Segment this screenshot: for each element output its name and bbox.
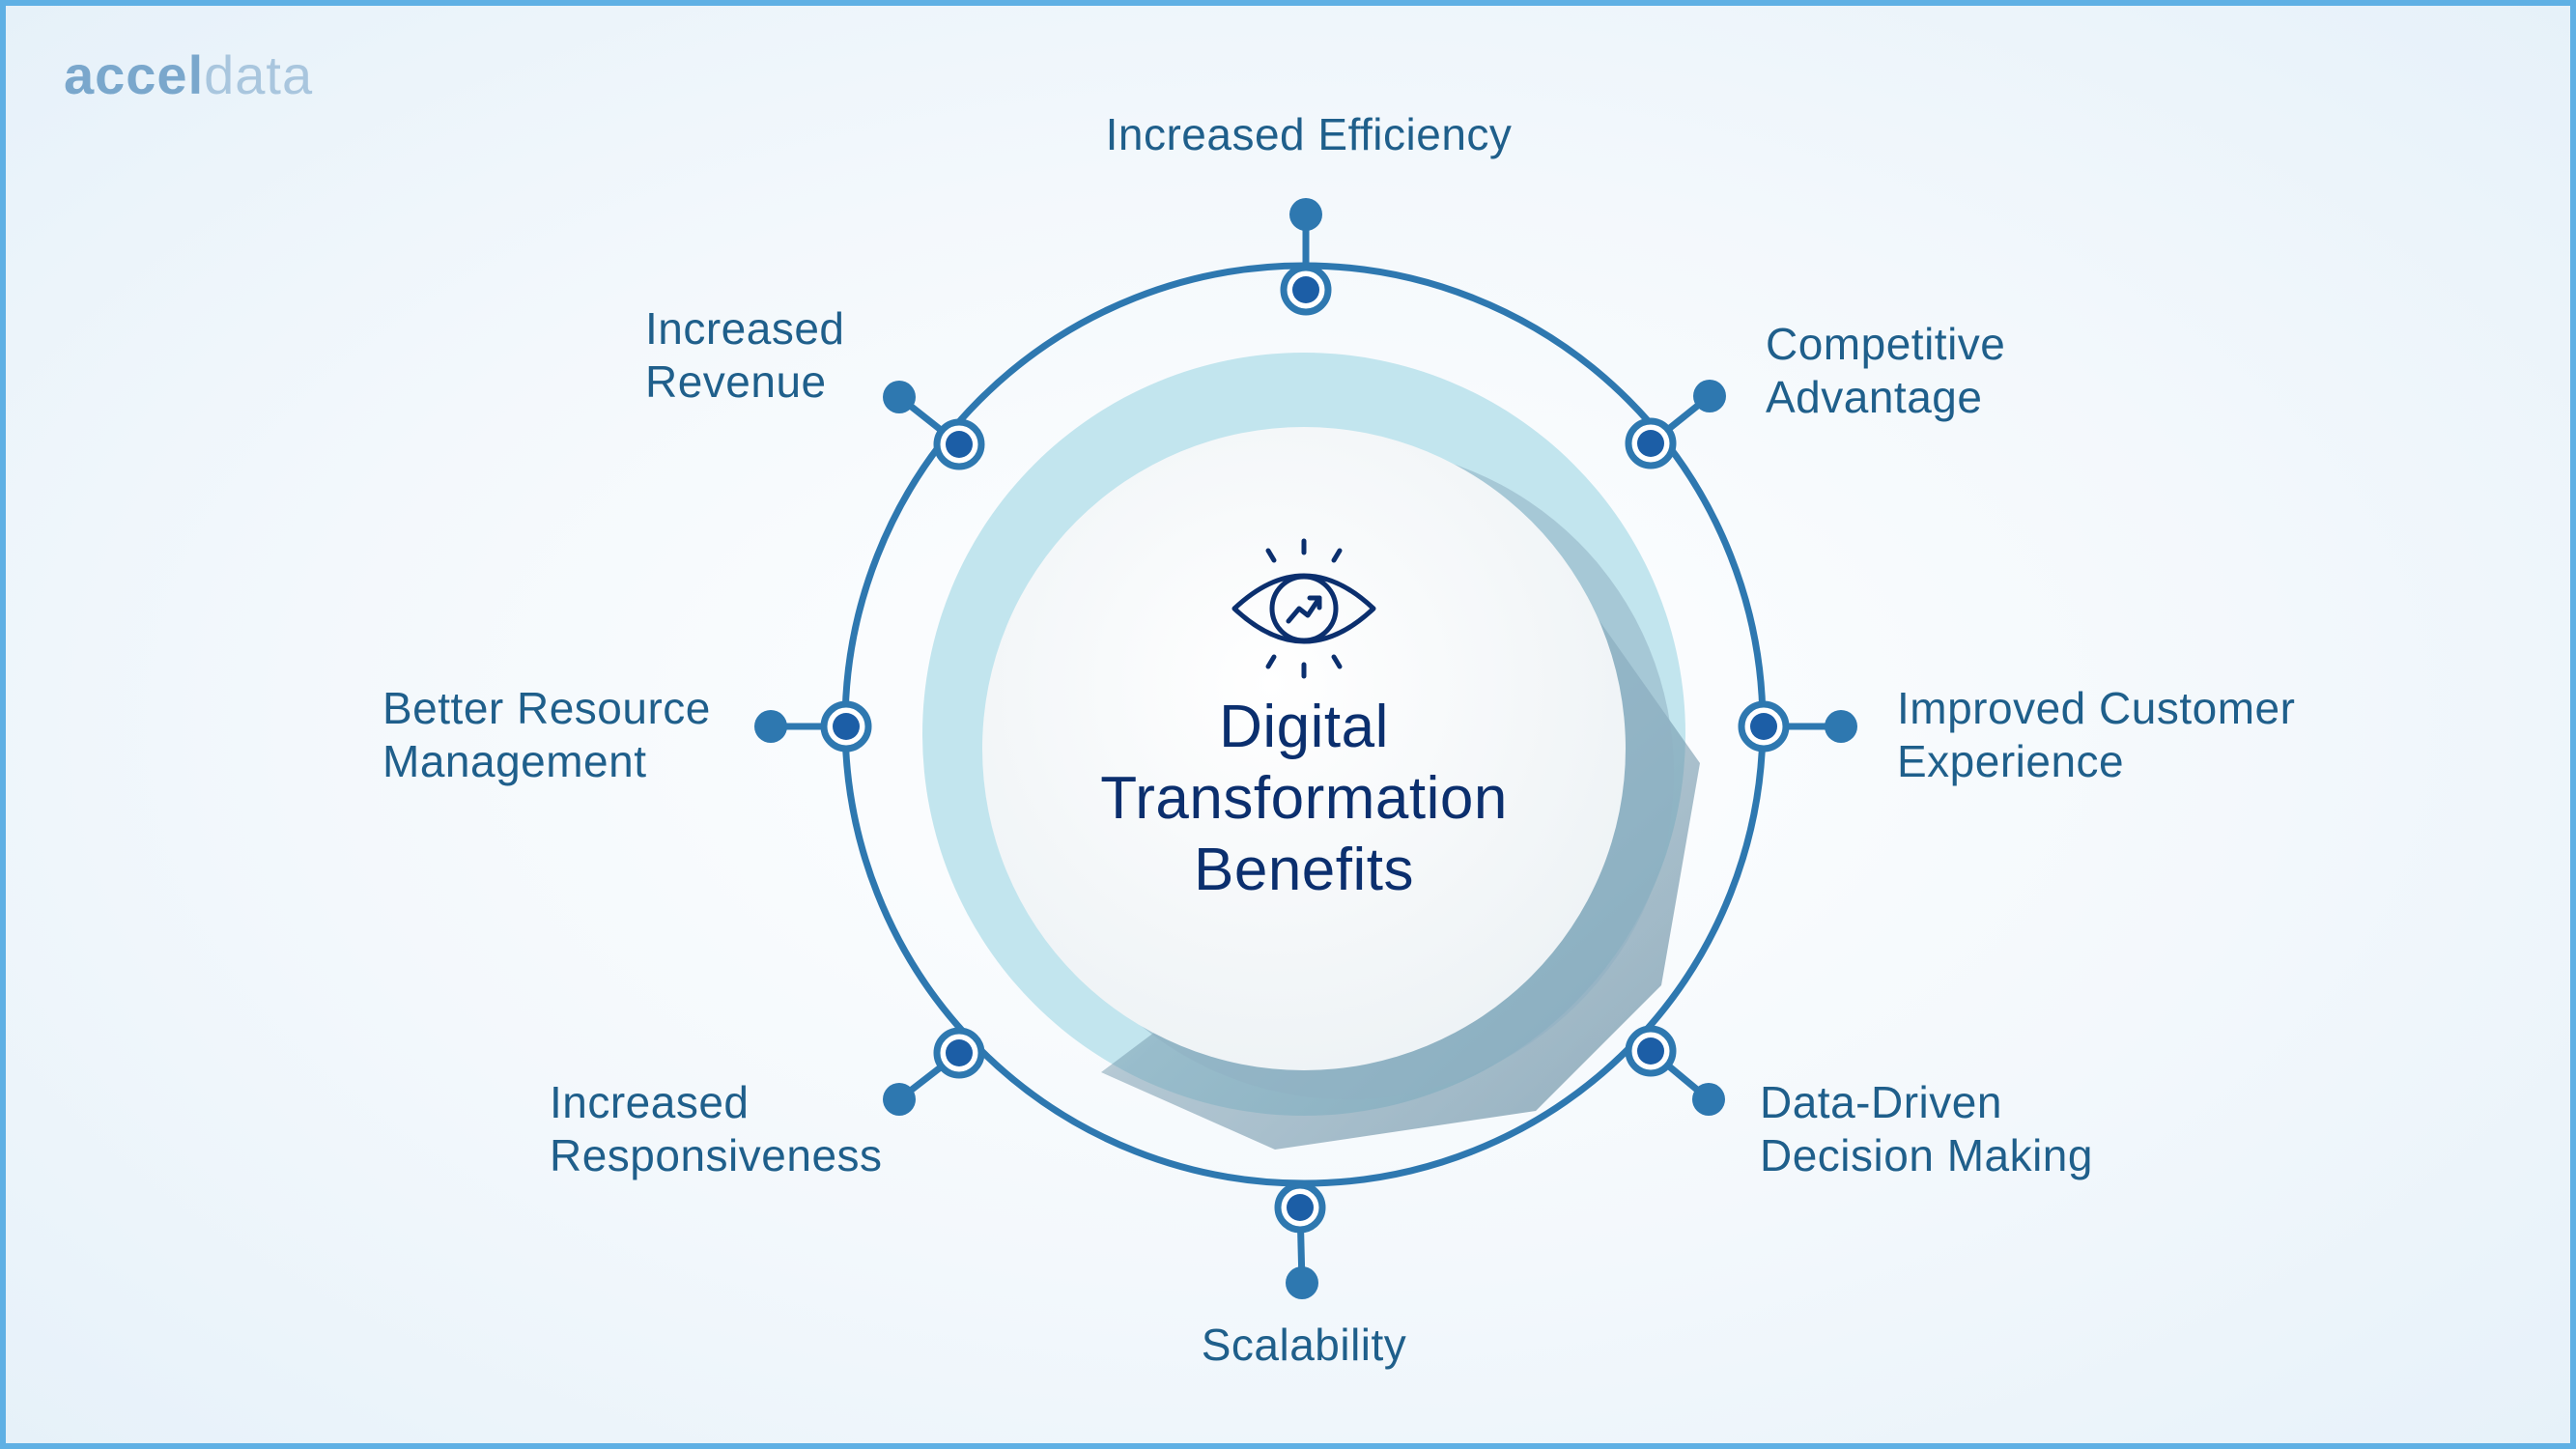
node-increased-efficiency [1280,198,1332,316]
label-line: Scalability [1201,1320,1407,1370]
label-increased-revenue: Increased Revenue [645,302,845,409]
label-scalability: Scalability [1062,1319,1545,1372]
label-increased-responsiveness: Increased Responsiveness [550,1076,883,1182]
node-competitive-advantage [1625,380,1726,469]
node-increased-revenue [883,381,985,470]
label-better-resource-management: Better Resource Management [382,682,711,788]
label-increased-efficiency: Increased Efficiency [1024,108,1594,161]
label-line: Experience [1897,736,2125,786]
node-improved-customer-experience [1738,700,1857,753]
diagram-title-line-1: Digital [1219,694,1389,760]
label-data-driven-decision-making: Data-Driven Decision Making [1760,1076,2093,1182]
label-line: Decision Making [1760,1130,2093,1180]
label-line: Competitive [1766,319,2006,369]
node-increased-responsiveness [883,1027,985,1116]
eye-trend-icon [1231,538,1376,679]
diagram-title: Digital Transformation Benefits [1005,692,1603,906]
label-line: Increased Efficiency [1105,109,1513,159]
label-line: Data-Driven [1760,1077,2002,1127]
node-scalability [1274,1181,1326,1299]
brand-logo: acceldata [64,48,313,102]
label-line: Responsiveness [550,1130,883,1180]
center-disc [982,427,1626,1070]
node-better-resource-management [754,700,872,753]
label-improved-customer-experience: Improved Customer Experience [1897,682,2295,788]
diagram-title-line-2: Transformation [1100,765,1508,832]
label-line: Better Resource [382,683,711,733]
diagram-title-line-3: Benefits [1193,837,1415,903]
label-line: Improved Customer [1897,683,2296,733]
label-line: Management [382,736,647,786]
label-line: Advantage [1766,372,1983,422]
node-data-driven-decision-making [1625,1025,1725,1116]
label-line: Increased [645,303,845,354]
label-line: Revenue [645,356,827,407]
label-line: Increased [550,1077,750,1127]
brand-logo-part2: data [204,44,314,105]
label-competitive-advantage: Competitive Advantage [1766,318,2005,424]
brand-logo-part1: accel [64,44,205,105]
